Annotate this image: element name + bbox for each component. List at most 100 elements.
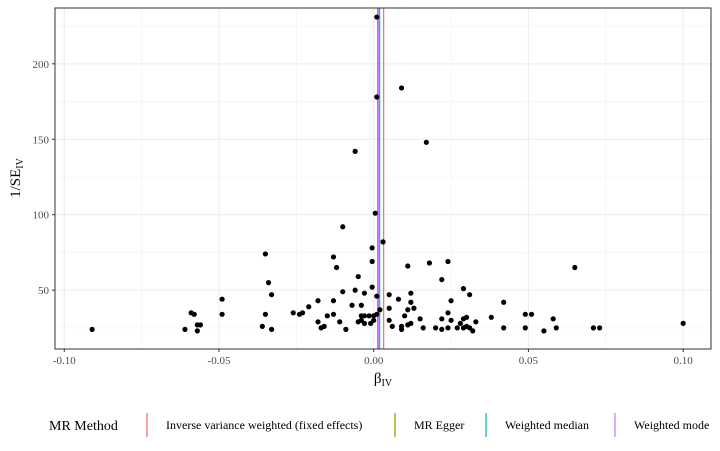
data-point: [411, 305, 417, 311]
y-tick-label: 50: [38, 285, 50, 297]
data-point: [597, 325, 603, 331]
data-point: [330, 298, 337, 304]
legend-item: Weighted mode: [614, 413, 709, 437]
method-lines: [377, 8, 385, 349]
y-axis-ticks: 50 100 150 200: [33, 59, 55, 297]
data-point: [590, 325, 597, 331]
data-point: [405, 307, 411, 313]
legend-label: MR Egger: [414, 418, 464, 432]
data-point: [460, 286, 467, 292]
data-point: [501, 299, 507, 305]
data-point: [372, 210, 378, 216]
legend-item: MR Egger: [394, 413, 464, 437]
data-point: [457, 320, 463, 326]
data-point: [315, 298, 321, 304]
data-point: [420, 325, 426, 331]
y-axis-title-subscript: IV: [15, 157, 26, 168]
x-tick-label: -0.05: [208, 355, 231, 367]
data-point: [439, 316, 445, 322]
data-point: [528, 311, 535, 317]
data-point: [355, 319, 361, 325]
legend: MR Method Inverse variance weighted (fix…: [49, 413, 709, 437]
data-point: [361, 320, 368, 326]
data-point: [368, 320, 374, 326]
data-point: [680, 320, 686, 326]
data-point: [445, 258, 451, 265]
data-point: [219, 311, 225, 317]
x-tick-label: -0.10: [53, 355, 76, 367]
legend-items: Inverse variance weighted (fixed effects…: [146, 413, 709, 437]
data-point: [361, 290, 368, 296]
legend-item: Inverse variance weighted (fixed effects…: [146, 413, 362, 437]
data-point: [197, 322, 204, 328]
data-point: [374, 14, 380, 20]
data-point: [417, 316, 423, 322]
data-point: [460, 316, 467, 322]
data-point: [182, 326, 188, 332]
data-point: [572, 264, 578, 271]
data-point: [296, 311, 303, 317]
plot-border: [54, 7, 712, 350]
data-point: [470, 328, 476, 334]
data-point: [337, 319, 343, 325]
data-point: [426, 260, 433, 266]
data-point: [219, 296, 225, 302]
data-point: [340, 289, 346, 295]
x-axis-title: βIV: [374, 371, 393, 389]
y-tick-label: 100: [33, 210, 50, 222]
data-point: [473, 319, 479, 325]
data-point: [349, 302, 355, 308]
data-point: [541, 328, 547, 334]
data-point: [355, 273, 361, 280]
data-point: [433, 325, 439, 331]
data-point: [369, 245, 375, 251]
data-point: [290, 310, 296, 316]
data-point: [386, 305, 392, 311]
data-point: [343, 326, 349, 332]
data-point: [439, 326, 445, 332]
data-point: [454, 325, 460, 331]
data-point: [377, 307, 383, 313]
y-tick-label: 150: [33, 134, 50, 146]
data-point: [89, 326, 95, 332]
data-point: [553, 325, 559, 331]
x-tick-label: 0.00: [364, 355, 384, 367]
data-point: [398, 326, 405, 332]
data-point: [467, 292, 473, 298]
data-point: [448, 298, 454, 304]
data-point: [324, 313, 330, 319]
data-point: [306, 304, 312, 310]
data-point: [262, 251, 269, 257]
y-axis-title: 1/SEIV: [8, 157, 26, 198]
data-point: [389, 323, 395, 329]
data-point: [408, 299, 414, 305]
data-point: [262, 311, 269, 317]
y-axis-title-main: 1/SE: [8, 169, 24, 198]
data-point: [358, 313, 364, 319]
data-point: [194, 328, 200, 334]
data-point: [374, 94, 380, 100]
data-point: [371, 313, 377, 319]
data-point: [340, 224, 346, 230]
legend-label: Weighted median: [505, 418, 589, 432]
data-point: [265, 280, 272, 286]
x-tick-label: 0.10: [674, 355, 694, 367]
data-point: [259, 323, 265, 329]
data-point: [423, 139, 429, 145]
data-point: [488, 314, 494, 320]
data-point: [369, 258, 375, 265]
data-point: [408, 290, 414, 296]
x-tick-label: 0.05: [519, 355, 539, 367]
data-point: [330, 311, 337, 317]
data-point: [269, 292, 275, 298]
data-point: [386, 292, 392, 298]
data-point: [352, 148, 358, 154]
legend-label: Inverse variance weighted (fixed effects…: [166, 418, 362, 432]
legend-label: Weighted mode: [634, 418, 709, 432]
data-point: [402, 313, 408, 319]
legend-title: MR Method: [49, 419, 118, 434]
data-point: [522, 311, 528, 317]
data-point: [269, 326, 275, 332]
x-axis-title-main: β: [374, 371, 382, 387]
